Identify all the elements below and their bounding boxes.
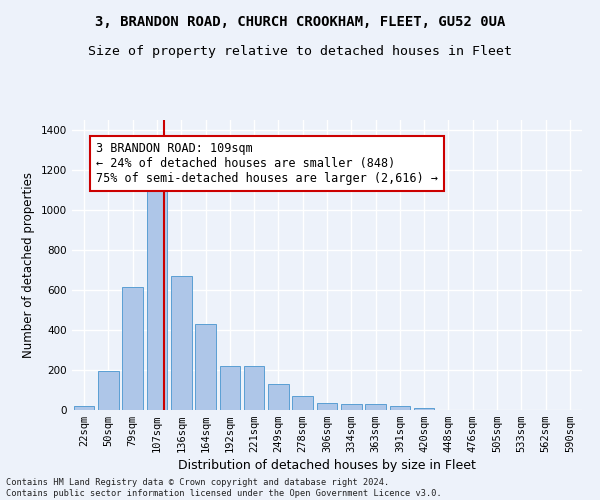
Bar: [414, 408, 434, 410]
Bar: [341, 404, 362, 410]
Bar: [292, 396, 313, 410]
Y-axis label: Number of detached properties: Number of detached properties: [22, 172, 35, 358]
Text: 3 BRANDON ROAD: 109sqm
← 24% of detached houses are smaller (848)
75% of semi-de: 3 BRANDON ROAD: 109sqm ← 24% of detached…: [96, 142, 438, 185]
Bar: [146, 187, 167, 410]
X-axis label: Distribution of detached houses by size in Fleet: Distribution of detached houses by size …: [178, 460, 476, 472]
Bar: [122, 287, 143, 410]
Bar: [317, 403, 337, 410]
Bar: [365, 404, 386, 410]
Bar: [98, 371, 119, 410]
Bar: [74, 406, 94, 410]
Bar: [171, 276, 191, 410]
Bar: [389, 406, 410, 410]
Text: Contains HM Land Registry data © Crown copyright and database right 2024.
Contai: Contains HM Land Registry data © Crown c…: [6, 478, 442, 498]
Bar: [268, 384, 289, 410]
Bar: [195, 324, 216, 410]
Bar: [244, 366, 265, 410]
Text: Size of property relative to detached houses in Fleet: Size of property relative to detached ho…: [88, 45, 512, 58]
Text: 3, BRANDON ROAD, CHURCH CROOKHAM, FLEET, GU52 0UA: 3, BRANDON ROAD, CHURCH CROOKHAM, FLEET,…: [95, 15, 505, 29]
Bar: [220, 366, 240, 410]
